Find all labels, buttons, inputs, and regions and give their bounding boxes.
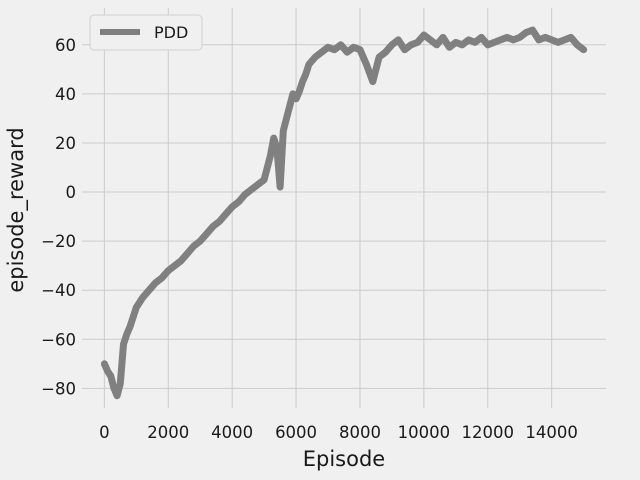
legend-label-pdd: PDD — [154, 23, 188, 42]
series-group — [100, 26, 588, 400]
y-tick-label: −60 — [41, 330, 76, 349]
y-tick-label: 40 — [55, 85, 76, 104]
plot-area — [82, 8, 606, 408]
y-tick-label: −80 — [41, 379, 76, 398]
y-tick-label: −20 — [41, 232, 76, 251]
x-tick-label: 10000 — [398, 423, 451, 442]
x-tick-label: 6000 — [275, 423, 317, 442]
x-tick-label: 14000 — [525, 423, 578, 442]
series-line-pdd — [100, 26, 588, 400]
x-tick-label: 0 — [99, 423, 110, 442]
y-tick-label: −40 — [41, 281, 76, 300]
grid — [82, 8, 606, 408]
x-tick-label: 4000 — [211, 423, 253, 442]
legend-box — [89, 14, 203, 51]
y-tick-labels: −80 −60 −40 −20 0 20 40 60 — [41, 36, 76, 399]
x-tick-labels: 0 2000 4000 6000 8000 10000 12000 14000 — [99, 423, 578, 442]
x-tick-label: 2000 — [147, 423, 189, 442]
x-axis-title: Episode — [303, 447, 385, 471]
legend: PDD — [89, 14, 203, 51]
x-tick-label: 8000 — [339, 423, 381, 442]
x-tick-label: 12000 — [462, 423, 515, 442]
y-tick-label: 60 — [55, 36, 76, 55]
y-tick-label: 20 — [55, 134, 76, 153]
y-axis-title: episode_reward — [4, 127, 29, 292]
y-tick-label: 0 — [66, 183, 77, 202]
